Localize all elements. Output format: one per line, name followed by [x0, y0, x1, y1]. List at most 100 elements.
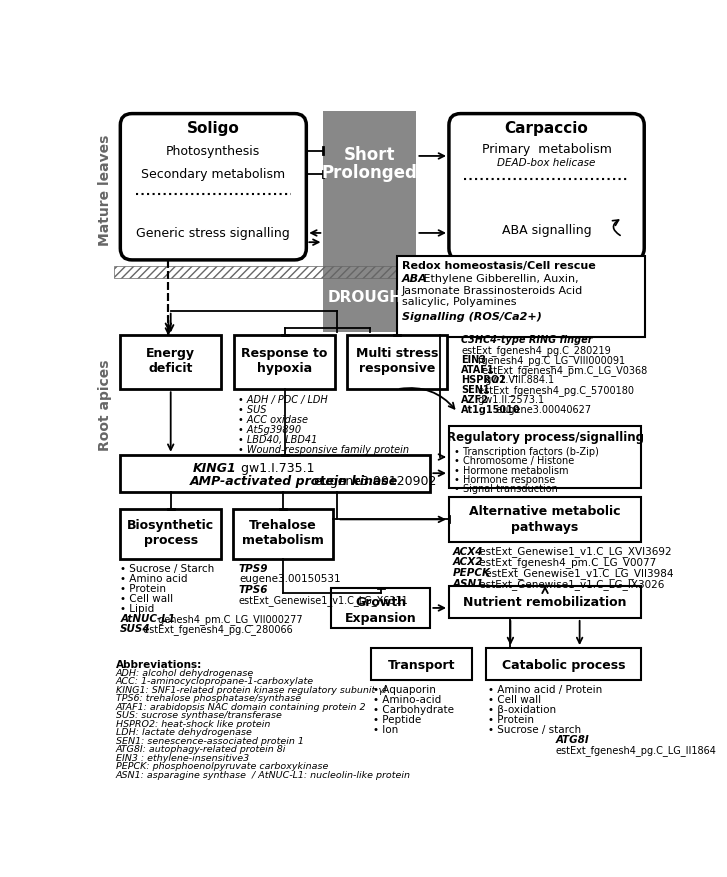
Text: • Sucrose / Starch: • Sucrose / Starch — [121, 564, 214, 574]
Text: Short: Short — [344, 146, 395, 164]
Bar — [331, 588, 430, 628]
Text: estExt_fgenesh4_pg.C_LG_II1864: estExt_fgenesh4_pg.C_LG_II1864 — [556, 745, 717, 755]
Text: KING1: SNF1-related protein kinase regulatory subunit γl: KING1: SNF1-related protein kinase regul… — [116, 685, 386, 695]
Text: • Wound-responsive family protein: • Wound-responsive family protein — [238, 445, 409, 454]
Text: • Aquaporin: • Aquaporin — [373, 684, 436, 695]
Text: Photosynthesis: Photosynthesis — [166, 145, 260, 158]
Text: responsive: responsive — [359, 362, 435, 374]
Text: SEN1: senescence-associated protein 1: SEN1: senescence-associated protein 1 — [116, 736, 304, 745]
Text: eugene3.00150531: eugene3.00150531 — [239, 573, 340, 583]
Text: estExt_fgenesh4_pm.C_LG_V0368: estExt_fgenesh4_pm.C_LG_V0368 — [479, 365, 647, 375]
Text: Catabolic process: Catabolic process — [502, 658, 625, 671]
Text: Trehalose: Trehalose — [249, 518, 317, 531]
Text: • Hormone response: • Hormone response — [454, 474, 555, 484]
Bar — [121, 509, 221, 559]
Text: • Protein: • Protein — [121, 583, 166, 594]
Text: ASN1: asparagine synthase  / AtNUC-L1: nucleolin-like protein: ASN1: asparagine synthase / AtNUC-L1: nu… — [116, 770, 411, 779]
Text: TPS6: TPS6 — [239, 584, 268, 595]
Text: estExt_fgenesh4_pg.C_5700180: estExt_fgenesh4_pg.C_5700180 — [475, 384, 634, 396]
Text: estExt_fgenesh4_pg.C_280219: estExt_fgenesh4_pg.C_280219 — [462, 345, 611, 355]
Text: fgenesh4_pg.C_LG_VIII000091: fgenesh4_pg.C_LG_VIII000091 — [475, 354, 625, 366]
Text: Generic stress signalling: Generic stress signalling — [137, 227, 290, 240]
Text: Carpaccio: Carpaccio — [505, 121, 588, 136]
Text: Ethylene Gibberellin, Auxin,: Ethylene Gibberellin, Auxin, — [420, 274, 579, 283]
Text: SEN1: SEN1 — [462, 384, 490, 395]
Text: ATAF1: ATAF1 — [462, 365, 495, 374]
Text: genesh4_pm.C_LG_VII000277: genesh4_pm.C_LG_VII000277 — [155, 614, 303, 624]
Text: Signalling (ROS/Ca2+): Signalling (ROS/Ca2+) — [401, 311, 542, 322]
Text: ADH: alcohol dehydrogenase: ADH: alcohol dehydrogenase — [116, 668, 254, 677]
Text: • Chromosome / Histone: • Chromosome / Histone — [454, 456, 574, 466]
Text: estExt_Genewise1_v1.C_LG_X6311: estExt_Genewise1_v1.C_LG_X6311 — [239, 595, 409, 605]
Text: estExt_fgenesh4_pg.C_280066: estExt_fgenesh4_pg.C_280066 — [140, 624, 293, 635]
Text: • Peptide: • Peptide — [373, 715, 421, 724]
Text: PEPCK: PEPCK — [453, 567, 491, 577]
Bar — [114, 267, 630, 279]
Text: • Carbohydrate: • Carbohydrate — [373, 704, 454, 715]
Text: Multi stress: Multi stress — [356, 346, 438, 360]
Text: estExt_Genewise1_v1.C_LG_IX3026: estExt_Genewise1_v1.C_LG_IX3026 — [476, 578, 664, 589]
Text: Jasmonate Brassinosteroids Acid: Jasmonate Brassinosteroids Acid — [401, 286, 583, 296]
Text: EIN3: EIN3 — [462, 354, 486, 365]
Text: EIN3 : ethylene-insensitive3: EIN3 : ethylene-insensitive3 — [116, 752, 249, 762]
Text: ATG8I: autophagy-related protein 8i: ATG8I: autophagy-related protein 8i — [116, 745, 286, 753]
Text: SUS: sucrose synthase/transferase: SUS: sucrose synthase/transferase — [116, 710, 281, 719]
Text: AZF2: AZF2 — [462, 395, 489, 404]
Text: • Cell wall: • Cell wall — [121, 594, 174, 603]
Text: LDH: lactate dehydrogenase: LDH: lactate dehydrogenase — [116, 727, 252, 737]
Text: AtNUC-L1: AtNUC-L1 — [121, 614, 175, 624]
Text: estExt_Genewise1_v1.C_LG_VII3984: estExt_Genewise1_v1.C_LG_VII3984 — [482, 567, 674, 578]
Text: • ADH / PDC / LDH: • ADH / PDC / LDH — [238, 395, 328, 404]
Text: ACX2: ACX2 — [453, 557, 483, 567]
Text: eugene3.00040627: eugene3.00040627 — [493, 404, 591, 415]
Bar — [234, 336, 335, 389]
Text: • Hormone metabolism: • Hormone metabolism — [454, 465, 568, 475]
Text: Prolonged: Prolonged — [322, 164, 418, 182]
Text: • Signal transduction: • Signal transduction — [454, 483, 558, 494]
Text: • Cell wall: • Cell wall — [488, 695, 541, 704]
Text: • LBD40, LBD41: • LBD40, LBD41 — [238, 434, 318, 445]
Text: TPS9: TPS9 — [239, 563, 268, 573]
Text: Growth: Growth — [356, 595, 406, 609]
Text: • Sucrose / starch: • Sucrose / starch — [488, 724, 581, 734]
Bar — [449, 497, 641, 542]
Text: ABA: ABA — [401, 274, 427, 283]
Text: hypoxia: hypoxia — [257, 362, 312, 374]
Text: AMP-activated protein kinase: AMP-activated protein kinase — [190, 474, 398, 488]
Text: Abbreviations:: Abbreviations: — [116, 659, 202, 669]
Text: Regulatory process/signalling: Regulatory process/signalling — [446, 431, 643, 444]
Text: gw1.II.2573.1: gw1.II.2573.1 — [475, 395, 545, 404]
Text: metabolism: metabolism — [242, 533, 324, 546]
Text: salicylic, Polyamines: salicylic, Polyamines — [401, 297, 516, 307]
Bar — [397, 257, 645, 338]
Text: deficit: deficit — [148, 362, 193, 374]
Text: • SUS: • SUS — [238, 404, 267, 415]
Text: Response to: Response to — [241, 346, 328, 360]
Text: Root apices: Root apices — [98, 360, 112, 451]
FancyBboxPatch shape — [449, 115, 644, 260]
Text: • Amino acid: • Amino acid — [121, 574, 188, 583]
Text: KING1: KING1 — [193, 461, 236, 474]
Text: Expansion: Expansion — [345, 611, 417, 624]
Text: • At5g39890: • At5g39890 — [238, 424, 301, 434]
Text: • β-oxidation: • β-oxidation — [488, 704, 556, 715]
Text: ACC: 1-aminocyclopropane-1-carboxylate: ACC: 1-aminocyclopropane-1-carboxylate — [116, 677, 314, 686]
Text: ATG8I: ATG8I — [556, 734, 590, 745]
Text: Soligo: Soligo — [187, 121, 240, 136]
Text: Nutrient remobilization: Nutrient remobilization — [463, 595, 627, 609]
Text: Primary  metabolism: Primary metabolism — [482, 143, 611, 155]
Text: estExt_Genewise1_v1.C_LG_XVI3692: estExt_Genewise1_v1.C_LG_XVI3692 — [476, 546, 672, 557]
Text: C3HC4-type RING finger: C3HC4-type RING finger — [462, 334, 593, 345]
Text: ATAF1: arabidopsis NAC domain containing protein 2: ATAF1: arabidopsis NAC domain containing… — [116, 702, 366, 711]
Text: Alternative metabolic: Alternative metabolic — [469, 505, 621, 517]
Bar — [371, 648, 472, 681]
Text: process: process — [144, 533, 198, 546]
Text: ACX4: ACX4 — [453, 546, 483, 556]
Text: eugene3.00120902: eugene3.00120902 — [310, 474, 437, 488]
Text: pathways: pathways — [511, 520, 579, 533]
Text: • Ion: • Ion — [373, 724, 398, 734]
Bar — [486, 648, 641, 681]
Bar — [233, 509, 334, 559]
Text: PEPCK: phosphoenolpyruvate carboxykinase: PEPCK: phosphoenolpyruvate carboxykinase — [116, 761, 328, 770]
Text: • Amino-acid: • Amino-acid — [373, 695, 441, 704]
